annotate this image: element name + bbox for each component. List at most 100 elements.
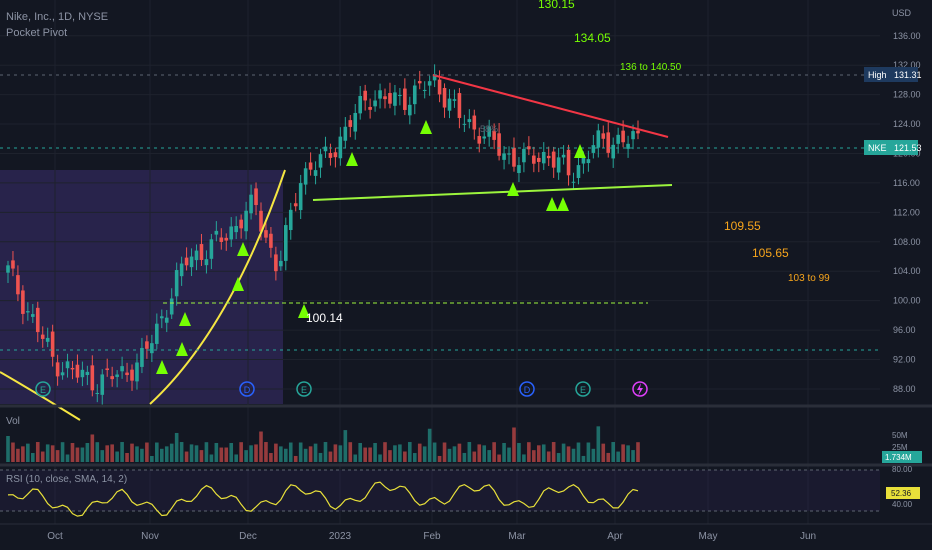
candle-body[interactable] xyxy=(477,136,482,144)
candle-body[interactable] xyxy=(631,131,635,140)
candle-body[interactable] xyxy=(80,369,85,378)
candle-body[interactable] xyxy=(601,133,606,139)
candle-body[interactable] xyxy=(378,90,382,99)
candle-body[interactable] xyxy=(259,210,263,232)
candle-body[interactable] xyxy=(50,331,55,357)
candle-body[interactable] xyxy=(239,219,243,229)
resistance-trendline[interactable] xyxy=(432,74,669,138)
candle-body[interactable] xyxy=(288,209,293,231)
candle-body[interactable] xyxy=(581,157,586,164)
candle-body[interactable] xyxy=(541,151,546,164)
candle-body[interactable] xyxy=(388,93,392,104)
candle-body[interactable] xyxy=(393,92,397,106)
candle-body[interactable] xyxy=(566,149,571,176)
candle-body[interactable] xyxy=(363,90,367,101)
candle-body[interactable] xyxy=(283,225,288,261)
candle-body[interactable] xyxy=(145,341,149,349)
candle-body[interactable] xyxy=(65,361,70,369)
volume-bars[interactable] xyxy=(6,426,640,462)
candle-body[interactable] xyxy=(536,157,541,162)
candle-body[interactable] xyxy=(546,155,551,159)
candle-body[interactable] xyxy=(75,364,80,378)
candle-body[interactable] xyxy=(318,154,323,168)
candle-body[interactable] xyxy=(432,74,437,81)
candle-body[interactable] xyxy=(427,81,432,86)
candle-body[interactable] xyxy=(293,203,298,207)
candle-body[interactable] xyxy=(45,337,50,342)
candle-body[interactable] xyxy=(308,162,313,170)
candle-body[interactable] xyxy=(110,376,114,380)
event-marker[interactable]: E xyxy=(296,381,312,397)
candle-body[interactable] xyxy=(358,95,363,114)
candle-body[interactable] xyxy=(556,157,561,173)
candle-body[interactable] xyxy=(194,250,199,261)
candle-body[interactable] xyxy=(442,87,447,108)
candle-body[interactable] xyxy=(26,311,30,313)
candle-body[interactable] xyxy=(100,374,105,395)
candle-body[interactable] xyxy=(55,362,60,377)
candle-body[interactable] xyxy=(6,265,10,273)
candle-body[interactable] xyxy=(512,147,516,167)
candle-body[interactable] xyxy=(11,260,15,269)
candle-body[interactable] xyxy=(323,146,328,152)
candle-body[interactable] xyxy=(507,153,511,155)
candle-body[interactable] xyxy=(189,256,194,268)
candle-body[interactable] xyxy=(636,130,640,134)
candle-body[interactable] xyxy=(373,100,377,107)
event-marker[interactable]: E xyxy=(35,381,51,397)
candle-body[interactable] xyxy=(527,146,531,150)
candle-body[interactable] xyxy=(184,257,189,266)
candle-body[interactable] xyxy=(70,367,75,370)
candle-body[interactable] xyxy=(437,79,442,95)
candle-body[interactable] xyxy=(204,259,209,266)
candle-body[interactable] xyxy=(343,126,348,141)
candle-body[interactable] xyxy=(16,275,20,295)
candle-body[interactable] xyxy=(214,230,219,235)
candle-body[interactable] xyxy=(264,230,268,238)
candle-body[interactable] xyxy=(298,183,303,211)
candle-body[interactable] xyxy=(462,123,467,125)
candle-body[interactable] xyxy=(457,93,462,118)
rsi-line[interactable] xyxy=(7,481,639,517)
candle-body[interactable] xyxy=(353,112,358,132)
candlestick-series[interactable] xyxy=(6,64,640,406)
candle-body[interactable] xyxy=(412,85,417,105)
candle-body[interactable] xyxy=(130,369,134,381)
candle-body[interactable] xyxy=(135,362,139,382)
candle-body[interactable] xyxy=(269,233,273,248)
candle-body[interactable] xyxy=(244,210,248,232)
candle-body[interactable] xyxy=(611,144,615,159)
candle-body[interactable] xyxy=(40,334,45,339)
candle-body[interactable] xyxy=(522,148,526,163)
candle-body[interactable] xyxy=(164,317,169,323)
event-marker[interactable]: E xyxy=(575,381,591,397)
candle-body[interactable] xyxy=(368,106,372,110)
candle-body[interactable] xyxy=(502,153,506,160)
candle-body[interactable] xyxy=(234,225,238,233)
candle-body[interactable] xyxy=(140,347,144,367)
candle-body[interactable] xyxy=(472,115,477,130)
candle-body[interactable] xyxy=(120,366,124,372)
time-axis[interactable]: Oct Nov Dec 2023 Feb Mar Apr May Jun xyxy=(47,531,816,542)
candle-body[interactable] xyxy=(517,165,521,174)
candle-body[interactable] xyxy=(497,133,501,156)
candle-body[interactable] xyxy=(422,89,427,91)
candle-body[interactable] xyxy=(125,372,129,376)
candle-body[interactable] xyxy=(249,194,253,214)
candle-body[interactable] xyxy=(338,136,343,159)
candle-body[interactable] xyxy=(105,368,110,371)
candle-body[interactable] xyxy=(199,244,204,260)
candle-body[interactable] xyxy=(224,237,229,241)
candle-body[interactable] xyxy=(90,365,95,391)
candle-body[interactable] xyxy=(174,270,179,297)
candle-body[interactable] xyxy=(313,170,318,176)
candle-body[interactable] xyxy=(60,372,65,376)
candle-body[interactable] xyxy=(576,165,581,178)
candle-body[interactable] xyxy=(408,104,412,116)
candle-body[interactable] xyxy=(467,119,472,123)
candle-body[interactable] xyxy=(279,260,283,267)
candle-body[interactable] xyxy=(417,81,422,84)
candle-body[interactable] xyxy=(229,226,234,240)
candle-body[interactable] xyxy=(447,98,452,111)
